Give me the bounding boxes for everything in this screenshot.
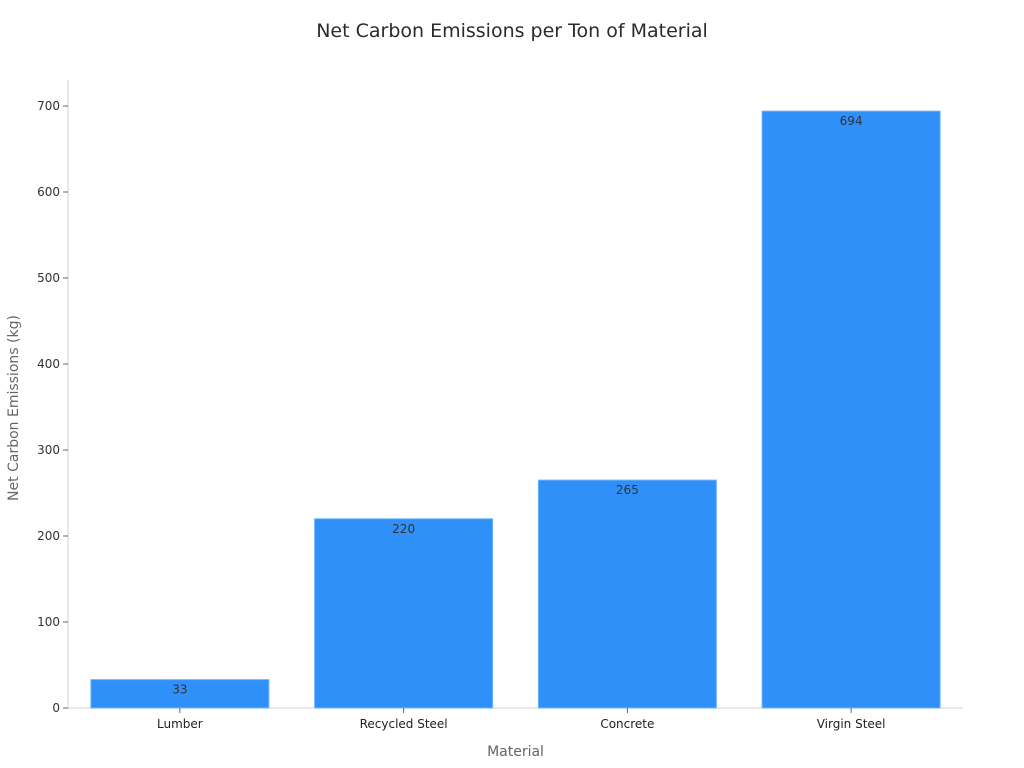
data-label: 220 <box>392 522 415 536</box>
data-label: 694 <box>840 114 863 128</box>
data-label: 265 <box>616 483 639 497</box>
y-tick-label: 700 <box>37 99 60 113</box>
x-tick-label: Concrete <box>600 717 654 731</box>
y-tick-label: 400 <box>37 357 60 371</box>
y-tick-label: 0 <box>52 701 60 715</box>
bar-recycled-steel <box>314 518 494 709</box>
x-axis-title: Material <box>487 744 544 760</box>
bar-lumber <box>90 679 270 709</box>
chart-title: Net Carbon Emissions per Ton of Material <box>316 20 708 42</box>
x-tick-label: Virgin Steel <box>817 717 886 731</box>
y-tick-label: 200 <box>37 529 60 543</box>
y-tick-label: 300 <box>37 443 60 457</box>
x-tick-label: Recycled Steel <box>360 717 448 731</box>
y-tick-label: 600 <box>37 185 60 199</box>
bar-concrete <box>537 479 717 709</box>
data-label: 33 <box>172 683 187 697</box>
y-tick-label: 500 <box>37 271 60 285</box>
y-axis-title: Net Carbon Emissions (kg) <box>6 315 22 501</box>
x-tick-label: Lumber <box>157 717 203 731</box>
bar-virgin-steel <box>761 110 941 709</box>
y-tick-label: 100 <box>37 615 60 629</box>
